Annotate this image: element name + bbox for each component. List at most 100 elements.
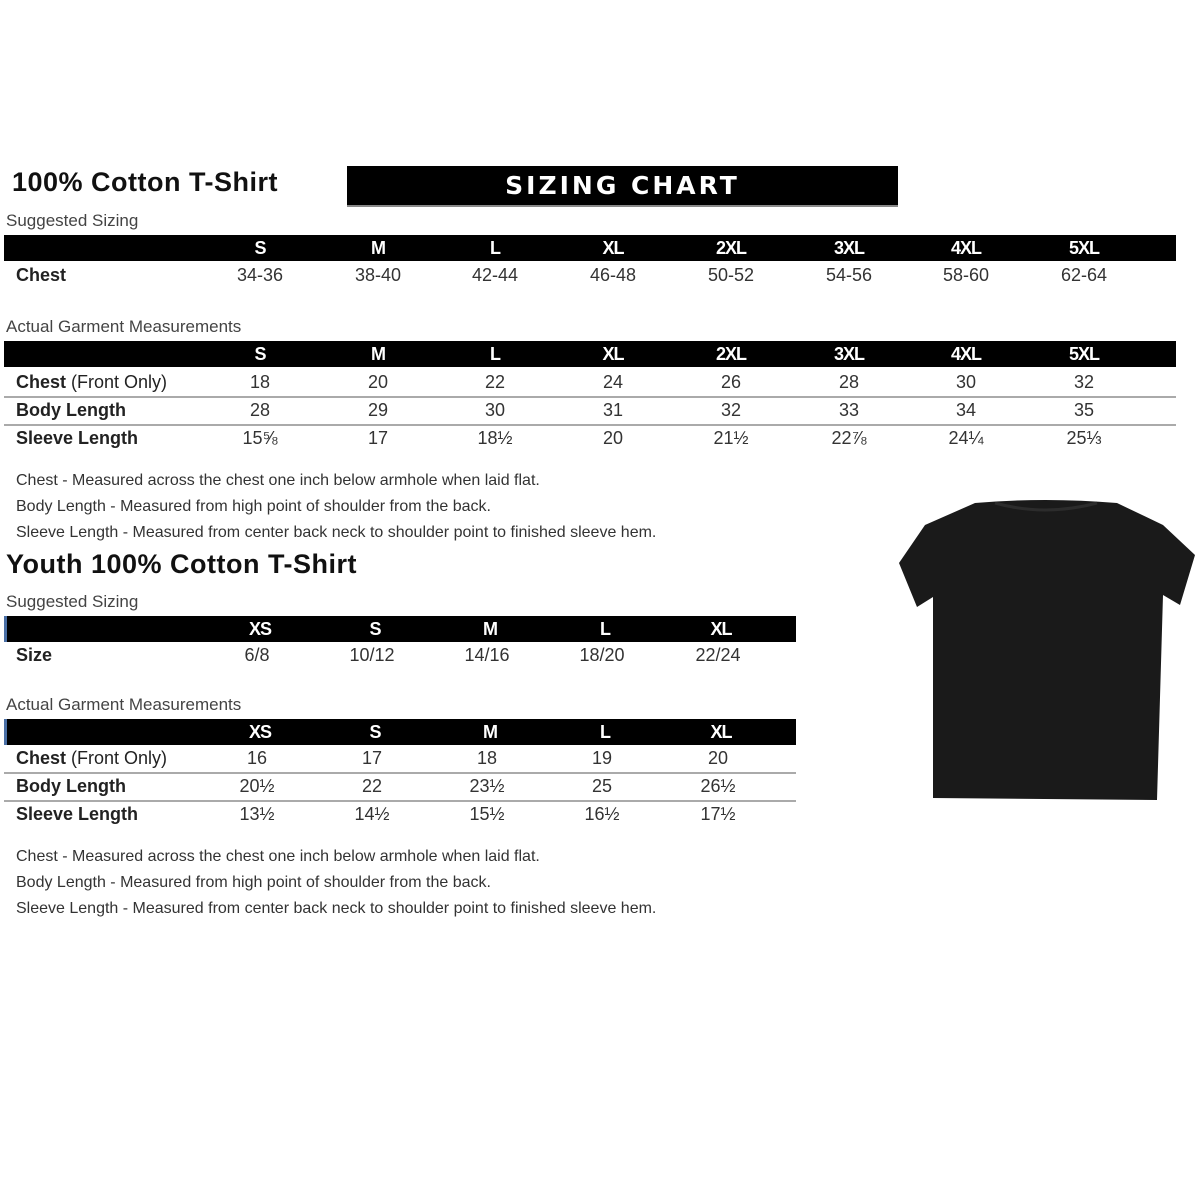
table-row: Body Length 20½ 22 23½ 25 26½ <box>4 772 796 802</box>
adult-actual-label: Actual Garment Measurements <box>6 317 242 336</box>
cell-value: 10/12 <box>349 645 395 665</box>
cell-value: 30 <box>484 400 506 420</box>
table-row: Size 6/8 10/12 14/16 18/20 22/24 <box>4 641 796 669</box>
cell-value: 62-64 <box>1060 265 1108 285</box>
row-label: Size <box>16 645 52 666</box>
size-header: M <box>483 722 498 742</box>
cell-value: 22⅞ <box>831 428 867 448</box>
table-row: Sleeve Length 15⅝ 17 18½ 20 21½ 22⅞ 24¼ 25⅓ <box>4 424 1176 452</box>
cell-value: 17 <box>367 428 389 448</box>
note-body-length: Body Length - Measured from high point o… <box>16 874 491 891</box>
cell-value: 20 <box>602 428 624 448</box>
size-header: 5XL <box>1068 344 1100 364</box>
row-label: Sleeve Length <box>16 428 138 449</box>
size-header: XL <box>602 238 624 258</box>
cell-value: 22 <box>484 372 506 392</box>
cell-value: 14½ <box>354 804 390 824</box>
cell-value: 24 <box>602 372 624 392</box>
note-chest: Chest - Measured across the chest one in… <box>16 848 540 865</box>
cell-value: 32 <box>1073 372 1095 392</box>
size-header: 3XL <box>833 344 865 364</box>
size-header-bar: XS S M L XL <box>4 616 796 642</box>
size-header: XL <box>710 619 732 639</box>
row-label-text: Chest <box>16 265 67 285</box>
youth-suggested-label: Suggested Sizing <box>6 592 139 611</box>
size-header: M <box>483 619 498 639</box>
cell-value: 32 <box>720 400 742 420</box>
cell-value: 29 <box>367 400 389 420</box>
size-header: L <box>600 619 611 639</box>
cell-value: 35 <box>1073 400 1095 420</box>
size-header-bar: S M L XL 2XL 3XL 4XL 5XL <box>4 235 1176 261</box>
cell-value: 28 <box>249 400 271 420</box>
cell-value: 19 <box>591 748 613 768</box>
cell-value: 22 <box>361 776 383 796</box>
size-header: M <box>371 238 386 258</box>
table-row: Chest (Front Only) 16 17 18 19 20 <box>4 744 796 774</box>
cell-value: 33 <box>838 400 860 420</box>
row-label-text: Chest <box>16 372 67 392</box>
cell-value: 28 <box>838 372 860 392</box>
sizing-chart-banner: SIZING CHART <box>347 166 898 207</box>
cell-value: 15½ <box>469 804 505 824</box>
row-label-text: Chest <box>16 748 67 768</box>
note-chest: Chest - Measured across the chest one in… <box>16 472 540 489</box>
table-row: Sleeve Length 13½ 14½ 15½ 16½ 17½ <box>4 800 796 828</box>
row-label: Body Length <box>16 776 126 797</box>
size-header: 3XL <box>833 238 865 258</box>
cell-value: 20 <box>707 748 729 768</box>
youth-title: Youth 100% Cotton T-Shirt <box>6 549 357 579</box>
size-header: L <box>490 344 501 364</box>
size-header: 2XL <box>715 344 747 364</box>
cell-value: 22/24 <box>695 645 741 665</box>
size-header: 2XL <box>715 238 747 258</box>
size-header-bar: S M L XL 2XL 3XL 4XL 5XL <box>4 341 1176 367</box>
adult-suggested-label: Suggested Sizing <box>6 211 139 230</box>
row-label-note: (Front Only) <box>66 748 168 768</box>
cell-value: 38-40 <box>354 265 402 285</box>
cell-value: 17 <box>361 748 383 768</box>
cell-value: 6/8 <box>244 645 270 665</box>
cell-value: 16 <box>246 748 268 768</box>
youth-notes: Chest - Measured across the chest one in… <box>16 844 656 922</box>
size-header: L <box>490 238 501 258</box>
cell-value: 31 <box>602 400 624 420</box>
table-row: Chest 34-36 38-40 42-44 46-48 50-52 54-56 58-60… <box>4 261 1176 289</box>
size-header: 4XL <box>950 238 982 258</box>
cell-value: 26½ <box>700 776 736 796</box>
row-label: Chest (Front Only) <box>16 748 167 769</box>
cell-value: 26 <box>720 372 742 392</box>
cell-value: 21½ <box>713 428 749 448</box>
row-label: Body Length <box>16 400 126 421</box>
row-label-text: Sleeve Length <box>16 428 139 448</box>
cell-value: 42-44 <box>471 265 519 285</box>
note-sleeve-length: Sleeve Length - Measured from center bac… <box>16 524 657 541</box>
cell-value: 50-52 <box>707 265 755 285</box>
cell-value: 46-48 <box>589 265 637 285</box>
size-header: M <box>371 344 386 364</box>
size-header: XL <box>602 344 624 364</box>
row-label-note: (Front Only) <box>66 372 168 392</box>
youth-actual-label: Actual Garment Measurements <box>6 695 242 714</box>
cell-value: 20 <box>367 372 389 392</box>
cell-value: 25⅓ <box>1066 428 1102 448</box>
table-row: Chest (Front Only) 18 20 22 24 26 28 30 32 <box>4 368 1176 398</box>
size-header: XS <box>248 619 272 639</box>
size-header: S <box>369 722 381 742</box>
table-row: Body Length 28 29 30 31 32 33 34 35 <box>4 396 1176 426</box>
cell-value: 13½ <box>239 804 275 824</box>
row-label-text: Size <box>16 645 53 665</box>
cell-value: 24¼ <box>948 428 984 448</box>
size-header: S <box>254 344 266 364</box>
cell-value: 34 <box>955 400 977 420</box>
size-header-bar: XS S M L XL <box>4 719 796 745</box>
tshirt-icon <box>899 500 1195 800</box>
cell-value: 17½ <box>700 804 736 824</box>
cell-value: 25 <box>591 776 613 796</box>
cell-value: 15⅝ <box>242 428 278 448</box>
adult-notes: Chest - Measured across the chest one in… <box>16 468 656 546</box>
cell-value: 34-36 <box>236 265 284 285</box>
size-header: 5XL <box>1068 238 1100 258</box>
note-body-length: Body Length - Measured from high point o… <box>16 498 491 515</box>
row-label: Chest (Front Only) <box>16 372 167 393</box>
